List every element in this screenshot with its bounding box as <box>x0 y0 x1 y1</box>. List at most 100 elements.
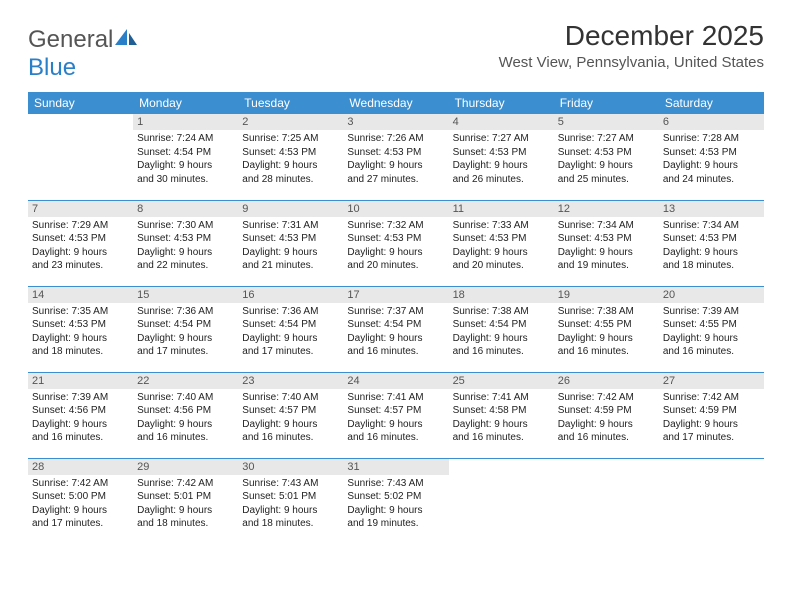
day-number: 13 <box>659 201 764 217</box>
brand-text-2: Blue <box>28 54 76 81</box>
day-info-line: and 20 minutes. <box>347 259 444 273</box>
day-number: 20 <box>659 287 764 303</box>
day-info-line: and 18 minutes. <box>137 517 234 531</box>
day-header: Sunday <box>28 92 133 114</box>
calendar-day-cell: 7Sunrise: 7:29 AMSunset: 4:53 PMDaylight… <box>28 200 133 286</box>
calendar-day-cell: 23Sunrise: 7:40 AMSunset: 4:57 PMDayligh… <box>238 372 343 458</box>
day-info-line: and 18 minutes. <box>32 345 129 359</box>
day-info-line: and 16 minutes. <box>242 431 339 445</box>
day-info-line: Daylight: 9 hours <box>347 159 444 173</box>
day-number: 8 <box>133 201 238 217</box>
day-number: 12 <box>554 201 659 217</box>
day-info-line: and 16 minutes. <box>347 345 444 359</box>
calendar-day-cell <box>659 458 764 544</box>
day-number: 14 <box>28 287 133 303</box>
day-info-line: Daylight: 9 hours <box>558 418 655 432</box>
day-info-line: Daylight: 9 hours <box>137 504 234 518</box>
calendar-week-row: 14Sunrise: 7:35 AMSunset: 4:53 PMDayligh… <box>28 286 764 372</box>
day-info-line: and 18 minutes. <box>242 517 339 531</box>
day-info-line: Sunrise: 7:41 AM <box>347 391 444 405</box>
day-info-line: Daylight: 9 hours <box>137 418 234 432</box>
day-info-line: Sunset: 4:53 PM <box>137 232 234 246</box>
day-info-line: Sunrise: 7:35 AM <box>32 305 129 319</box>
day-info-line: Daylight: 9 hours <box>242 504 339 518</box>
day-number: 2 <box>238 114 343 130</box>
location-subtitle: West View, Pennsylvania, United States <box>499 54 764 71</box>
day-info-line: Daylight: 9 hours <box>558 159 655 173</box>
day-number: 25 <box>449 373 554 389</box>
calendar-day-cell: 20Sunrise: 7:39 AMSunset: 4:55 PMDayligh… <box>659 286 764 372</box>
day-number: 22 <box>133 373 238 389</box>
day-info-line: Daylight: 9 hours <box>663 246 760 260</box>
day-info-line: Sunset: 5:01 PM <box>242 490 339 504</box>
day-info-line: Daylight: 9 hours <box>137 332 234 346</box>
day-number: 19 <box>554 287 659 303</box>
day-info-line: Sunset: 4:53 PM <box>32 318 129 332</box>
day-info-line: Sunset: 4:57 PM <box>242 404 339 418</box>
day-info-line: Daylight: 9 hours <box>453 332 550 346</box>
calendar-day-cell: 22Sunrise: 7:40 AMSunset: 4:56 PMDayligh… <box>133 372 238 458</box>
day-info-line: and 16 minutes. <box>453 431 550 445</box>
day-info-line: Sunrise: 7:32 AM <box>347 219 444 233</box>
day-info-line: Sunrise: 7:40 AM <box>242 391 339 405</box>
day-info-line: Sunset: 4:59 PM <box>663 404 760 418</box>
calendar-week-row: 1Sunrise: 7:24 AMSunset: 4:54 PMDaylight… <box>28 114 764 200</box>
day-info-line: and 24 minutes. <box>663 173 760 187</box>
day-info-line: Sunrise: 7:36 AM <box>137 305 234 319</box>
day-info-line: and 17 minutes. <box>242 345 339 359</box>
day-info-line: Daylight: 9 hours <box>242 332 339 346</box>
calendar-day-cell: 19Sunrise: 7:38 AMSunset: 4:55 PMDayligh… <box>554 286 659 372</box>
day-info-line: Sunset: 4:53 PM <box>453 232 550 246</box>
day-info-line: Daylight: 9 hours <box>347 418 444 432</box>
day-info-line: Daylight: 9 hours <box>242 246 339 260</box>
day-info-line: and 16 minutes. <box>137 431 234 445</box>
calendar-week-row: 21Sunrise: 7:39 AMSunset: 4:56 PMDayligh… <box>28 372 764 458</box>
calendar-week-row: 7Sunrise: 7:29 AMSunset: 4:53 PMDaylight… <box>28 200 764 286</box>
day-info-line: and 16 minutes. <box>453 345 550 359</box>
day-number: 28 <box>28 459 133 475</box>
day-info-line: Sunset: 4:53 PM <box>663 232 760 246</box>
day-info-line: Sunrise: 7:36 AM <box>242 305 339 319</box>
day-info-line: and 26 minutes. <box>453 173 550 187</box>
day-number: 7 <box>28 201 133 217</box>
day-info-line: Sunrise: 7:38 AM <box>558 305 655 319</box>
calendar-day-cell: 3Sunrise: 7:26 AMSunset: 4:53 PMDaylight… <box>343 114 448 200</box>
calendar-day-cell: 11Sunrise: 7:33 AMSunset: 4:53 PMDayligh… <box>449 200 554 286</box>
day-info-line: Daylight: 9 hours <box>453 418 550 432</box>
day-number: 18 <box>449 287 554 303</box>
day-info-line: Sunset: 4:54 PM <box>137 318 234 332</box>
calendar-day-cell: 2Sunrise: 7:25 AMSunset: 4:53 PMDaylight… <box>238 114 343 200</box>
calendar-day-cell: 14 Sunrise: 7:35 AMSunset: 4:53 PMDayligh… <box>28 286 133 372</box>
day-info-line: Sunrise: 7:42 AM <box>137 477 234 491</box>
day-number <box>554 459 659 475</box>
day-info-line: Sunrise: 7:33 AM <box>453 219 550 233</box>
day-info-line: Sunset: 4:53 PM <box>558 146 655 160</box>
day-info-line: and 17 minutes. <box>137 345 234 359</box>
day-info-line: and 17 minutes. <box>663 431 760 445</box>
day-info-line: Daylight: 9 hours <box>663 418 760 432</box>
day-info-line: Sunset: 4:53 PM <box>32 232 129 246</box>
day-info-line: Sunrise: 7:37 AM <box>347 305 444 319</box>
day-header: Thursday <box>449 92 554 114</box>
day-info-line: Sunset: 4:53 PM <box>347 146 444 160</box>
day-info-line: Sunrise: 7:42 AM <box>558 391 655 405</box>
day-info-line: and 16 minutes. <box>32 431 129 445</box>
calendar-day-cell: 18Sunrise: 7:38 AMSunset: 4:54 PMDayligh… <box>449 286 554 372</box>
day-header: Wednesday <box>343 92 448 114</box>
day-info-line: Daylight: 9 hours <box>32 332 129 346</box>
brand-text: General Blue <box>28 26 139 82</box>
day-info-line: Sunrise: 7:42 AM <box>32 477 129 491</box>
day-info-line: Sunrise: 7:24 AM <box>137 132 234 146</box>
day-info-line: Daylight: 9 hours <box>347 332 444 346</box>
day-info-line: Sunset: 5:00 PM <box>32 490 129 504</box>
day-info-line: and 28 minutes. <box>242 173 339 187</box>
day-info-line: Sunset: 4:54 PM <box>242 318 339 332</box>
day-info-line: Sunset: 4:56 PM <box>32 404 129 418</box>
brand-logo: General Blue <box>28 20 139 82</box>
day-info-line: Sunset: 4:55 PM <box>663 318 760 332</box>
calendar-day-cell: 25Sunrise: 7:41 AMSunset: 4:58 PMDayligh… <box>449 372 554 458</box>
day-info-line: and 16 minutes. <box>558 431 655 445</box>
calendar-day-cell: 12Sunrise: 7:34 AMSunset: 4:53 PMDayligh… <box>554 200 659 286</box>
day-number <box>659 459 764 475</box>
day-number: 21 <box>28 373 133 389</box>
